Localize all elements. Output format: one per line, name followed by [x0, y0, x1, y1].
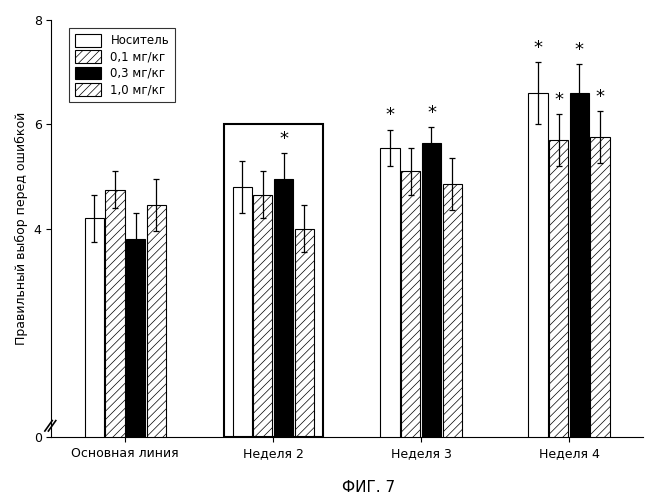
Text: *: *: [279, 130, 288, 148]
Text: *: *: [534, 38, 542, 56]
Bar: [126, 239, 145, 438]
Bar: [528, 93, 547, 438]
Bar: [401, 172, 420, 438]
Text: *: *: [427, 104, 436, 122]
Bar: [224, 124, 323, 438]
Bar: [443, 184, 462, 438]
Text: *: *: [386, 106, 395, 124]
Text: *: *: [554, 90, 563, 108]
Legend: Носитель, 0,1 мг/кг, 0,3 мг/кг, 1,0 мг/кг: Носитель, 0,1 мг/кг, 0,3 мг/кг, 1,0 мг/к…: [69, 28, 175, 102]
Bar: [295, 228, 314, 438]
Bar: [253, 194, 272, 438]
Text: *: *: [595, 88, 605, 106]
Bar: [85, 218, 104, 438]
Bar: [105, 190, 124, 438]
Bar: [274, 179, 293, 438]
Bar: [232, 187, 252, 438]
Y-axis label: Правильный выбор перед ошибкой: Правильный выбор перед ошибкой: [15, 112, 28, 346]
Text: ФИГ. 7: ФИГ. 7: [342, 480, 395, 495]
Bar: [147, 205, 166, 438]
Bar: [590, 138, 610, 438]
Bar: [570, 93, 589, 438]
Bar: [380, 148, 399, 438]
Bar: [422, 142, 441, 438]
Bar: [549, 140, 569, 438]
Text: *: *: [575, 41, 584, 59]
